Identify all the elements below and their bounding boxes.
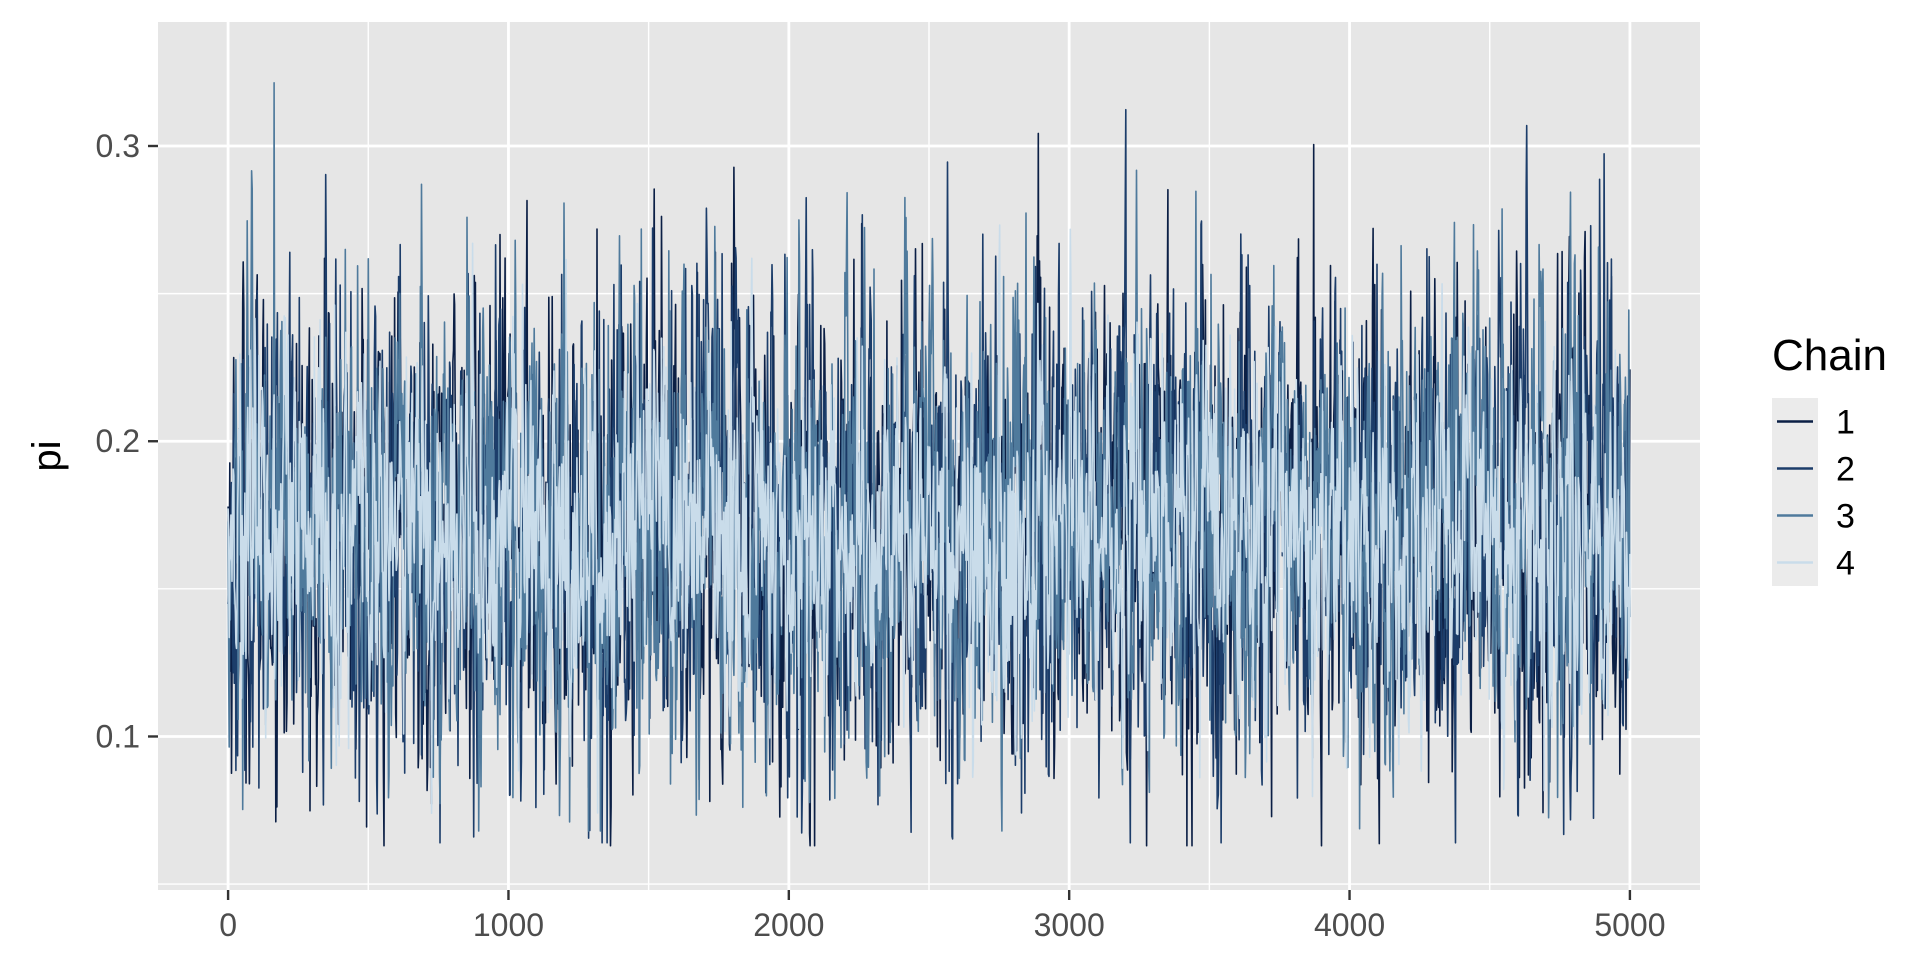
series-line-chain-4 — [227, 224, 1631, 815]
x-axis: 0 1000 2000 3000 4000 5000 — [219, 890, 1666, 943]
legend-label-chain-4: 4 — [1836, 545, 1855, 583]
x-tick-label: 3000 — [1034, 907, 1105, 943]
legend-title: Chain — [1772, 331, 1887, 380]
legend-label-chain-2: 2 — [1836, 451, 1855, 489]
y-tick-label: 0.3 — [96, 128, 140, 164]
y-tick-label: 0.2 — [96, 423, 140, 459]
legend-label-chain-3: 3 — [1836, 498, 1855, 536]
x-tick-label: 5000 — [1594, 907, 1665, 943]
legend: Chain 1 2 3 4 — [1772, 331, 1887, 586]
x-tick-label: 2000 — [753, 907, 824, 943]
y-tick-label: 0.1 — [96, 718, 140, 754]
x-tick-label: 1000 — [473, 907, 544, 943]
series-layer — [227, 82, 1631, 847]
x-tick-label: 4000 — [1314, 907, 1385, 943]
x-tick-label: 0 — [219, 907, 237, 943]
legend-label-chain-1: 1 — [1836, 404, 1855, 442]
legend-keys: 1 2 3 4 — [1772, 398, 1855, 586]
y-axis: 0.1 0.2 0.3 — [96, 128, 158, 754]
y-axis-title: pi — [25, 440, 69, 471]
